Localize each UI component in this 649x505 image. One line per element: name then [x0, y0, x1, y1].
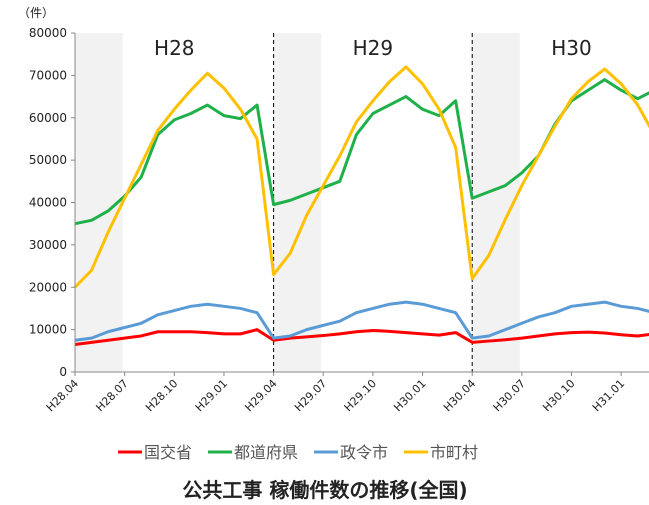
y-tick-label: 40000: [29, 196, 67, 210]
legend-label: 都道府県: [234, 443, 298, 462]
y-tick-label: 70000: [29, 68, 67, 82]
y-tick-label: 10000: [29, 323, 67, 337]
shade-band: [75, 33, 123, 372]
year-label: H30: [551, 36, 592, 60]
x-tick-label: H30.07: [491, 377, 528, 414]
y-tick-label: 50000: [29, 153, 67, 167]
x-tick-label: H29.10: [342, 377, 379, 414]
y-tick-label: 0: [59, 365, 67, 379]
x-tick-label: H28.10: [143, 377, 180, 414]
x-tick-label: H31.01: [590, 377, 627, 414]
legend-label: 政令市: [340, 443, 388, 462]
x-tick-label: H29.01: [193, 377, 230, 414]
legend-label: 国交省: [144, 443, 192, 462]
x-tick-label: H28.07: [93, 377, 130, 414]
x-tick-label: H29.04: [242, 377, 279, 414]
year-label: H29: [353, 36, 394, 60]
chart-title: 公共工事 稼働件数の推移(全国): [182, 478, 467, 502]
series-line: [74, 300, 649, 342]
legend-label: 市町村: [430, 443, 478, 462]
plot-area: [73, 33, 649, 372]
series-line: [74, 328, 649, 346]
y-tick-label: 20000: [29, 280, 67, 294]
series-line: [73, 65, 649, 289]
x-tick-label: H30.10: [540, 377, 577, 414]
x-tick-label: H29.07: [292, 377, 329, 414]
y-tick-label: 30000: [29, 238, 67, 252]
y-tick-label: 60000: [29, 111, 67, 125]
year-label: H28: [154, 36, 195, 60]
x-tick-label: H30.01: [391, 377, 428, 414]
y-unit: （件）: [18, 6, 54, 20]
y-tick-label: 80000: [29, 26, 67, 40]
series-line: [74, 78, 649, 226]
x-tick-label: H28.04: [44, 377, 81, 414]
x-tick-label: H30.04: [441, 377, 478, 414]
